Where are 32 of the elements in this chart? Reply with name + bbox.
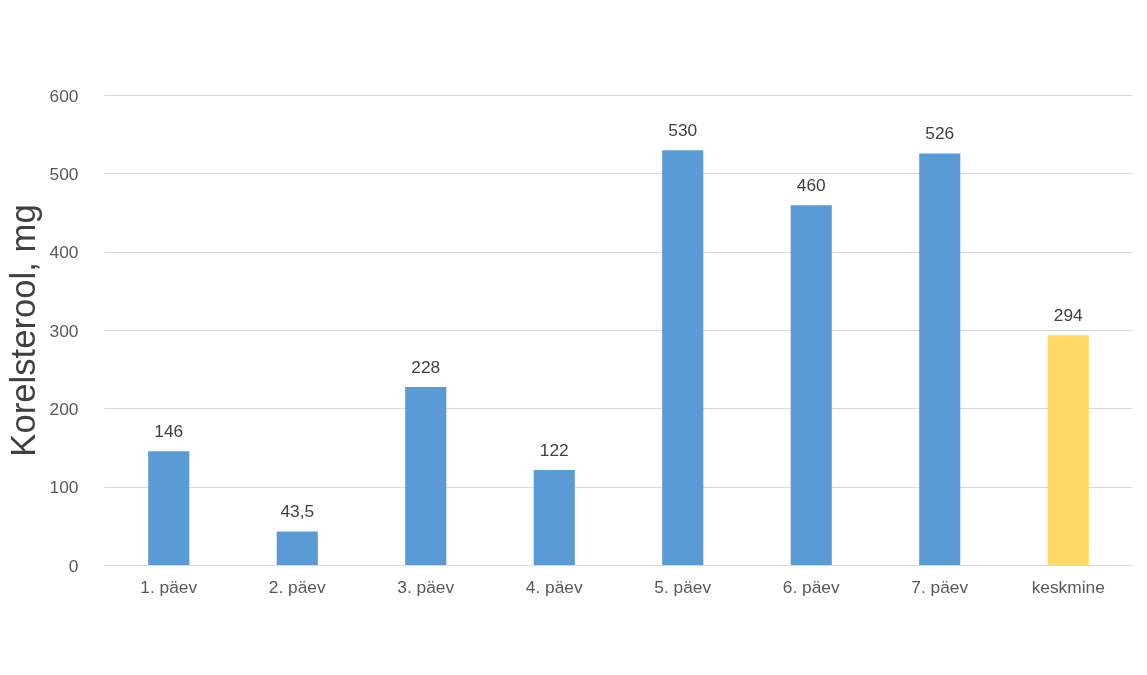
bar xyxy=(533,469,575,566)
y-tick-label: 500 xyxy=(49,163,79,184)
x-tick-label: 5. päev xyxy=(654,576,712,597)
x-tick-label: 4. päev xyxy=(525,576,584,597)
data-label: 146 xyxy=(154,421,184,442)
data-label: 526 xyxy=(925,123,955,144)
y-tick-label: 600 xyxy=(49,85,79,106)
data-label: 122 xyxy=(539,439,569,460)
bar xyxy=(919,153,961,566)
bar xyxy=(148,451,190,566)
bar xyxy=(276,531,318,566)
y-tick-label: 400 xyxy=(49,242,79,263)
bar xyxy=(405,386,447,566)
x-tick-label: 1. päev xyxy=(140,576,198,597)
x-tick-label: keskmine xyxy=(1031,576,1105,597)
y-axis-title: Korelsterool, mg xyxy=(3,204,42,457)
data-label: 228 xyxy=(411,356,441,377)
x-tick-label: 7. päev xyxy=(911,576,969,597)
bar xyxy=(1047,335,1089,566)
y-tick-label: 200 xyxy=(49,398,79,419)
bar xyxy=(662,150,704,566)
bar xyxy=(790,205,832,566)
y-tick-label: 300 xyxy=(49,320,79,341)
y-tick-label: 100 xyxy=(49,477,79,498)
x-tick-label: 3. päev xyxy=(397,576,455,597)
data-label: 460 xyxy=(796,175,826,196)
x-tick-label: 2. päev xyxy=(268,576,327,597)
data-label: 43,5 xyxy=(280,501,315,522)
y-tick-label: 0 xyxy=(68,555,79,576)
data-label: 530 xyxy=(668,120,698,141)
data-label: 294 xyxy=(1053,305,1084,326)
x-tick-label: 6. päev xyxy=(782,576,841,597)
